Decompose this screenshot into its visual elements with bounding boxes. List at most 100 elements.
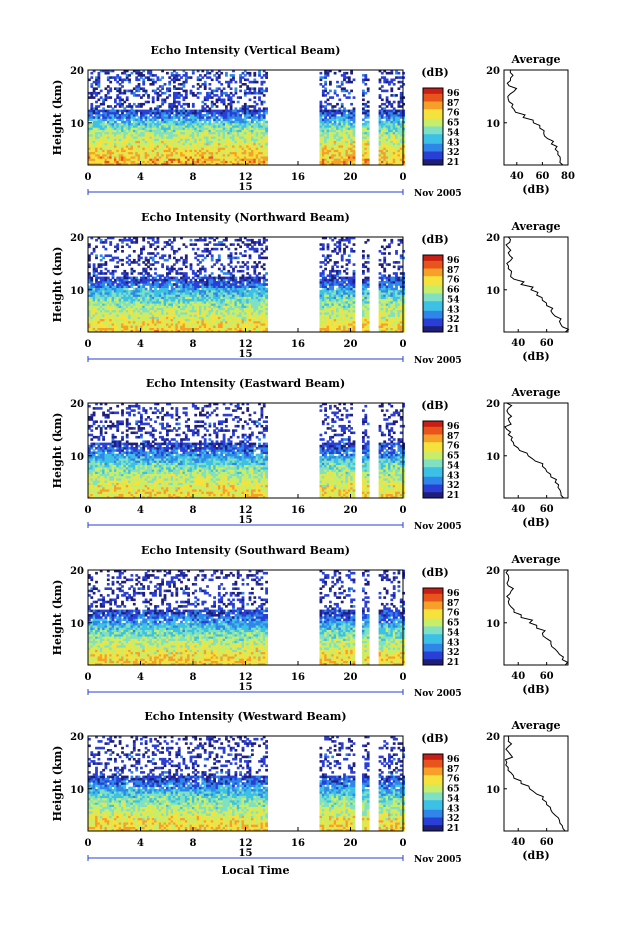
- heatmap-cell: [367, 105, 370, 108]
- heatmap-cell: [230, 145, 233, 148]
- heatmap-cell: [350, 132, 353, 135]
- heatmap-cell: [390, 161, 393, 164]
- colorbar: 9687766554433221: [423, 88, 460, 168]
- heatmap-cell: [390, 94, 393, 97]
- heatmap-cell: [93, 325, 96, 328]
- heatmap-cell: [133, 110, 136, 113]
- heatmap-cell: [93, 145, 96, 148]
- heatmap-cell: [157, 87, 160, 90]
- heatmap-cell: [213, 110, 216, 113]
- heatmap-cell: [183, 103, 186, 106]
- heatmap-cell: [390, 145, 393, 148]
- heatmap-cell: [388, 101, 391, 104]
- heatmap-cell: [201, 123, 204, 126]
- heatmap-cell: [180, 94, 183, 97]
- heatmap-cell: [213, 119, 216, 122]
- heatmap-cell: [131, 92, 134, 95]
- panel-title: Echo Intensity (Vertical Beam): [150, 44, 340, 57]
- heatmap-cell: [244, 105, 247, 108]
- heatmap-cell: [230, 119, 233, 122]
- heatmap-cell: [263, 132, 266, 135]
- heatmap-cell: [211, 101, 214, 104]
- heatmap-cell: [175, 145, 178, 148]
- heatmap-cell: [199, 132, 202, 135]
- heatmap-cell: [185, 81, 188, 84]
- heatmap-cell: [164, 110, 167, 113]
- heatmap-cell: [362, 119, 365, 122]
- heatmap-cell: [142, 145, 145, 148]
- heatmap-cell: [334, 161, 337, 164]
- heatmap-cell: [145, 76, 148, 79]
- heatmap-cell: [383, 76, 386, 79]
- average-line: [507, 70, 563, 165]
- heatmap-cell: [194, 94, 197, 97]
- heatmap-cell: [93, 312, 96, 315]
- heatmap-cell: [324, 101, 327, 104]
- heatmap-cell: [140, 105, 143, 108]
- heatmap-cell: [133, 132, 136, 135]
- heatmap-cell: [107, 299, 110, 302]
- heatmap-cell: [211, 105, 214, 108]
- heatmap-cell: [327, 145, 330, 148]
- heatmap-cell: [161, 161, 164, 164]
- colorbar-unit: (dB): [421, 66, 448, 79]
- heatmap-cell: [93, 81, 96, 84]
- heatmap-cell: [112, 312, 115, 315]
- heatmap-cell: [145, 145, 148, 148]
- average-x-tick-label: 80: [561, 171, 575, 182]
- heatmap-cell: [364, 83, 367, 86]
- heatmap-cell: [320, 72, 323, 75]
- heatmap-cell: [244, 145, 247, 148]
- heatmap-cell: [239, 119, 242, 122]
- heatmap-cell: [105, 268, 108, 271]
- heatmap-cell: [386, 96, 389, 99]
- heatmap-cell: [183, 145, 186, 148]
- heatmap-cell: [338, 145, 341, 148]
- heatmap-cell: [362, 81, 365, 84]
- heatmap-cell: [123, 145, 126, 148]
- heatmap-cell: [123, 101, 126, 104]
- heatmap-cell: [175, 92, 178, 95]
- heatmap-cell: [225, 72, 228, 75]
- heatmap-cell: [105, 119, 108, 122]
- heatmap-cell: [338, 116, 341, 119]
- heatmap-cell: [168, 132, 171, 135]
- colorbar-tick-label: 43: [447, 138, 460, 148]
- heatmap-cell: [126, 145, 129, 148]
- heatmap-cell: [253, 72, 256, 75]
- heatmap-cell: [152, 96, 155, 99]
- heatmap-cell: [105, 288, 108, 291]
- heatmap-cell: [395, 161, 398, 164]
- heatmap-cell: [218, 110, 221, 113]
- heatmap-cell: [383, 107, 386, 110]
- heatmap-cell: [123, 107, 126, 110]
- heatmap-cell: [199, 79, 202, 82]
- heatmap-cell: [173, 74, 176, 77]
- heatmap-cell: [145, 101, 148, 104]
- heatmap-cell: [149, 107, 152, 110]
- heatmap-cell: [350, 145, 353, 148]
- heatmap-cell: [133, 87, 136, 90]
- heatmap-cell: [230, 79, 233, 82]
- heatmap-cell: [258, 87, 261, 90]
- heatmap-cell: [381, 99, 384, 102]
- heatmap-cell: [364, 121, 367, 124]
- heatmap-cell: [263, 81, 266, 84]
- heatmap-cell: [119, 96, 122, 99]
- heatmap-cell: [320, 105, 323, 108]
- heatmap-cell: [157, 161, 160, 164]
- heatmap-cell: [258, 161, 261, 164]
- heatmap-cell: [218, 87, 221, 90]
- heatmap-cell: [327, 110, 330, 113]
- heatmap-cell: [379, 81, 382, 84]
- heatmap-cell: [390, 105, 393, 108]
- heatmap-cell: [157, 132, 160, 135]
- heatmap-cell: [199, 161, 202, 164]
- heatmap-cell: [346, 119, 349, 122]
- heatmap-cell: [133, 145, 136, 148]
- heatmap-cell: [116, 145, 119, 148]
- heatmap-cell: [386, 105, 389, 108]
- heatmap-cell: [223, 99, 226, 102]
- heatmap-cell: [225, 145, 228, 148]
- month-label: Nov 2005: [414, 189, 462, 199]
